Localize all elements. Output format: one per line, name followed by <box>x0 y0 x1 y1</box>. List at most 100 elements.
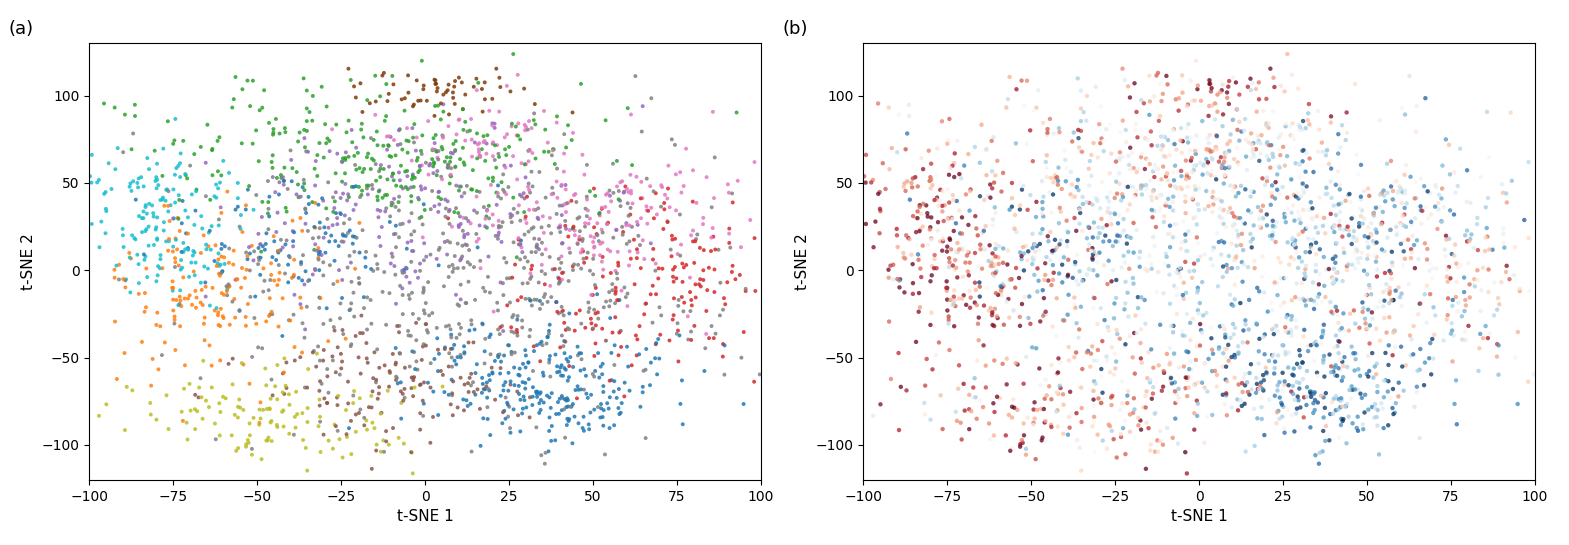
Point <box>486 353 511 361</box>
Point <box>1105 326 1130 335</box>
Point <box>584 339 609 348</box>
Point <box>1280 119 1305 128</box>
Point <box>166 214 191 223</box>
Point <box>1178 318 1203 327</box>
Point <box>581 324 606 332</box>
Point <box>306 244 331 252</box>
Point <box>347 353 372 362</box>
Point <box>592 421 617 430</box>
Point <box>273 382 298 390</box>
Point <box>1249 223 1274 232</box>
Point <box>1265 386 1290 395</box>
Point <box>378 153 403 161</box>
Point <box>590 204 615 213</box>
Point <box>1343 319 1368 328</box>
Point <box>868 207 893 215</box>
Point <box>405 193 430 202</box>
Point <box>271 164 297 172</box>
Point <box>1249 415 1274 423</box>
Point <box>1327 403 1352 411</box>
Point <box>472 287 497 296</box>
Point <box>177 379 202 388</box>
Point <box>155 207 180 216</box>
Point <box>529 337 554 346</box>
Point <box>690 266 715 275</box>
Point <box>397 290 422 299</box>
Point <box>202 306 228 315</box>
Point <box>1105 330 1130 338</box>
Point <box>388 176 413 185</box>
Point <box>1445 181 1470 190</box>
Point <box>442 163 468 172</box>
Point <box>634 206 659 215</box>
Point <box>919 271 945 280</box>
Point <box>249 344 275 353</box>
Point <box>1390 261 1415 270</box>
Point <box>366 213 391 222</box>
Point <box>315 389 340 397</box>
Point <box>1370 208 1395 216</box>
Point <box>173 361 198 370</box>
Point <box>1260 353 1285 361</box>
Point <box>1341 235 1367 244</box>
Point <box>609 408 634 417</box>
Point <box>126 179 151 187</box>
Point <box>761 206 786 215</box>
Point <box>281 310 306 319</box>
Point <box>548 364 573 372</box>
Point <box>329 158 355 166</box>
Point <box>1283 159 1309 167</box>
Point <box>1090 223 1116 232</box>
Point <box>1122 394 1147 403</box>
Point <box>380 201 405 210</box>
Point <box>529 250 554 259</box>
Point <box>1476 288 1502 296</box>
Point <box>618 210 643 219</box>
Point <box>1067 209 1092 217</box>
Point <box>521 347 546 355</box>
Point <box>976 257 1001 265</box>
Point <box>160 283 185 292</box>
Point <box>251 405 276 414</box>
Point <box>742 287 767 295</box>
Point <box>511 189 537 197</box>
Point <box>1357 309 1382 318</box>
Point <box>896 112 921 120</box>
Point <box>1145 69 1170 77</box>
Point <box>1029 225 1054 234</box>
Point <box>209 289 234 298</box>
Point <box>1224 143 1249 152</box>
Point <box>243 191 268 199</box>
Point <box>410 213 435 221</box>
Point <box>927 185 952 194</box>
Point <box>472 359 497 368</box>
Point <box>438 172 463 181</box>
Point <box>1494 198 1519 207</box>
Point <box>417 250 442 259</box>
Point <box>265 395 290 404</box>
Point <box>383 243 408 252</box>
Point <box>1290 179 1315 188</box>
Point <box>1116 247 1141 256</box>
Point <box>524 240 549 249</box>
Point <box>146 365 171 374</box>
Point <box>433 343 458 352</box>
Point <box>300 116 325 125</box>
Point <box>1349 249 1374 257</box>
Point <box>1192 250 1218 259</box>
Point <box>570 423 595 432</box>
Point <box>560 225 585 233</box>
Point <box>314 102 339 111</box>
Point <box>215 285 240 294</box>
Point <box>248 247 273 256</box>
Point <box>1065 125 1090 134</box>
Point <box>1081 224 1106 233</box>
Point <box>406 168 431 177</box>
Point <box>1172 183 1197 192</box>
Point <box>323 368 348 377</box>
Point <box>1282 190 1307 199</box>
Point <box>138 410 163 419</box>
Point <box>1053 146 1078 155</box>
Point <box>1025 242 1050 251</box>
Point <box>1018 191 1043 199</box>
